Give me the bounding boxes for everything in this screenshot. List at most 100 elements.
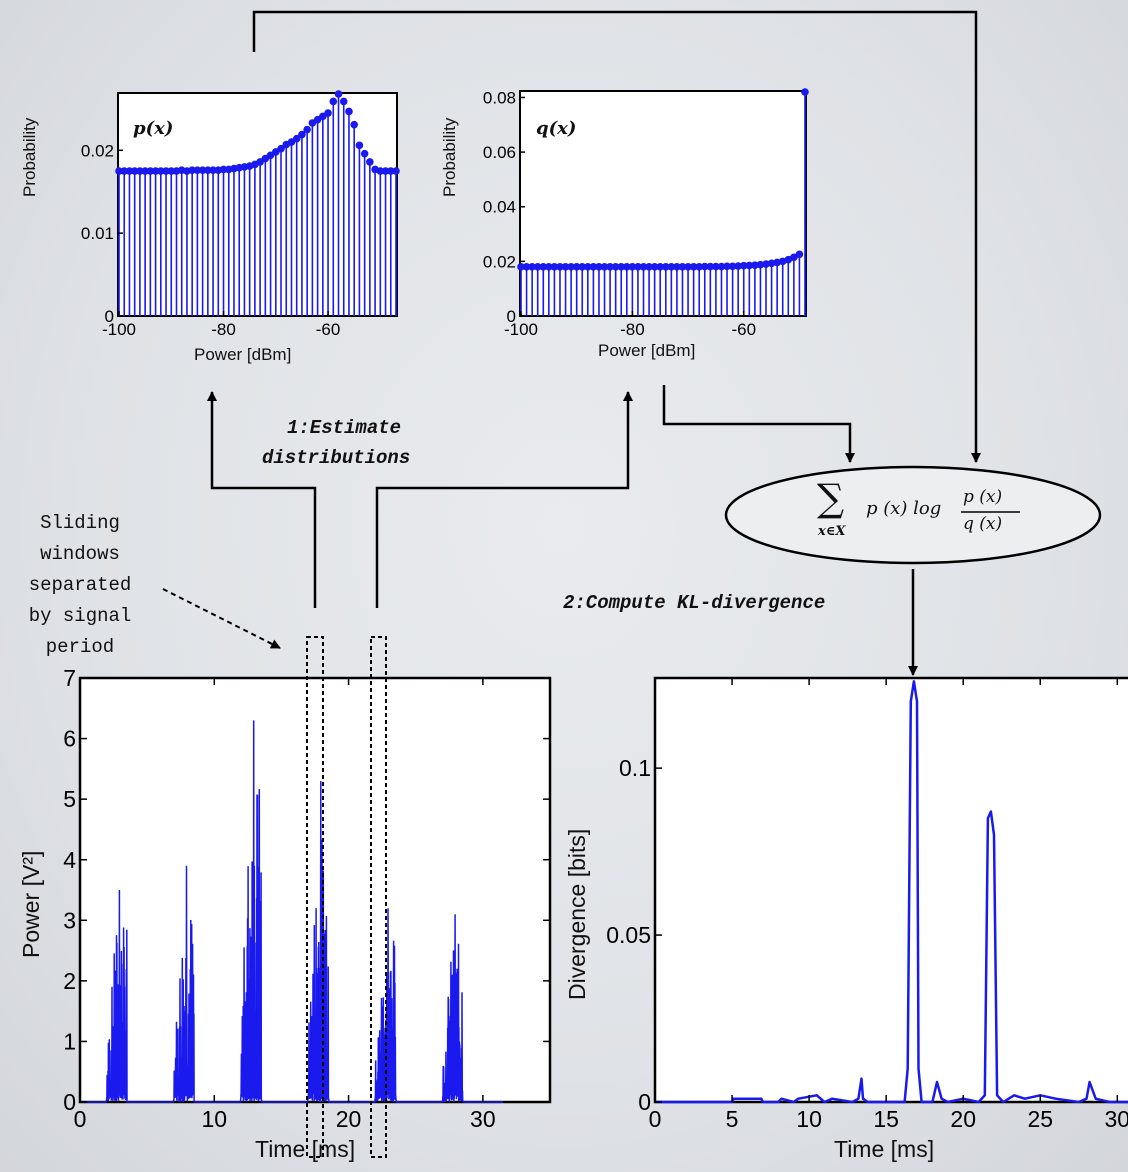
stem-marker bbox=[728, 262, 737, 271]
q-dist-series-label: q(x) bbox=[536, 118, 577, 139]
x-tick-label: 20 bbox=[950, 1106, 976, 1132]
stem-marker bbox=[193, 166, 202, 175]
stem-marker bbox=[684, 263, 692, 271]
stem-marker bbox=[517, 263, 525, 271]
y-tick-label: 0.02 bbox=[81, 141, 114, 160]
stem-marker bbox=[528, 263, 536, 271]
stem-marker bbox=[751, 261, 759, 269]
stem-marker bbox=[595, 263, 603, 271]
stem-marker bbox=[561, 263, 570, 271]
stem-marker bbox=[345, 107, 353, 116]
stem-marker bbox=[204, 166, 212, 175]
stem-marker bbox=[360, 149, 369, 158]
window-box-1 bbox=[306, 636, 324, 1158]
stem-marker bbox=[617, 263, 626, 271]
stem-marker bbox=[167, 167, 176, 175]
y-tick-label: 0 bbox=[63, 1089, 76, 1115]
divergence-line bbox=[655, 680, 1128, 1104]
stem-marker bbox=[303, 125, 311, 134]
q-dist-xticks: -100 -80 -60 bbox=[504, 311, 756, 339]
stem-marker bbox=[162, 167, 170, 175]
x-tick-label: 25 bbox=[1027, 1106, 1053, 1132]
x-tick-label: -100 bbox=[102, 320, 136, 339]
stem-marker bbox=[606, 263, 614, 271]
arrow-to-p-dist bbox=[207, 391, 317, 608]
stem-marker bbox=[533, 263, 542, 271]
x-tick-label: 20 bbox=[336, 1106, 362, 1132]
stem-marker bbox=[790, 253, 798, 262]
stem-marker bbox=[545, 263, 553, 271]
p-dist-ylabel: Probability bbox=[20, 117, 39, 197]
x-tick-label: 15 bbox=[873, 1106, 899, 1132]
stem-marker bbox=[157, 167, 165, 175]
stem-marker bbox=[120, 167, 129, 175]
stem-marker bbox=[578, 263, 587, 271]
stem-marker bbox=[550, 263, 559, 271]
stem-marker bbox=[355, 141, 364, 150]
stem-marker bbox=[381, 167, 390, 175]
stem-marker bbox=[739, 261, 748, 270]
stem-marker bbox=[695, 263, 703, 271]
x-tick-label: 10 bbox=[796, 1106, 822, 1132]
p-dist-yticks: 0 0.01 0.02 bbox=[81, 141, 123, 326]
x-tick-label: 0 bbox=[74, 1106, 87, 1132]
divergence-frame bbox=[653, 676, 1128, 1104]
stem-marker bbox=[795, 250, 804, 259]
stem-marker bbox=[556, 263, 564, 271]
y-tick-label: 0.01 bbox=[81, 224, 114, 243]
stem-marker bbox=[712, 262, 720, 271]
signal-series bbox=[80, 720, 503, 1103]
step2-label: 2:Compute KL-divergence bbox=[563, 592, 826, 614]
stem-marker bbox=[678, 263, 687, 271]
p-dist-stems bbox=[115, 90, 400, 316]
stem-marker bbox=[141, 167, 149, 175]
y-tick-label: 0 bbox=[507, 307, 516, 326]
y-tick-label: 4 bbox=[63, 847, 76, 873]
formula-denominator: q (x) bbox=[963, 514, 1003, 534]
x-tick-label: 30 bbox=[1105, 1106, 1128, 1132]
stem-marker bbox=[539, 263, 548, 271]
stem-marker bbox=[656, 263, 665, 271]
y-tick-label: 5 bbox=[63, 786, 76, 812]
divergence-xlabel: Time [ms] bbox=[834, 1136, 935, 1162]
signal-chart: 0 1 2 3 4 5 6 7 0 10 20 30 bbox=[63, 636, 552, 1158]
divergence-yticks: 0 0.05 0.1 bbox=[606, 755, 662, 1115]
stem-marker bbox=[324, 109, 332, 117]
stem-marker bbox=[762, 260, 770, 268]
formula-term: p (x) log bbox=[866, 498, 942, 519]
stem-marker bbox=[745, 261, 754, 270]
stem-marker bbox=[645, 263, 653, 271]
x-tick-label: 10 bbox=[201, 1106, 227, 1132]
x-tick-label: 30 bbox=[470, 1106, 496, 1132]
stem-marker bbox=[334, 90, 343, 98]
stem-marker bbox=[292, 134, 301, 143]
stem-marker bbox=[706, 262, 715, 271]
y-tick-label: 6 bbox=[63, 726, 76, 752]
y-tick-label: 0 bbox=[105, 307, 114, 326]
stem-marker bbox=[628, 263, 637, 271]
y-tick-label: 0.04 bbox=[483, 198, 516, 217]
stem-marker bbox=[567, 263, 575, 271]
x-tick-label: 5 bbox=[726, 1106, 739, 1132]
stem-marker bbox=[329, 97, 338, 106]
stem-marker bbox=[136, 167, 144, 175]
q-dist-yticks: 0 0.02 0.04 0.06 0.08 bbox=[483, 88, 525, 326]
stem-marker bbox=[801, 88, 809, 96]
stem-marker bbox=[277, 144, 285, 153]
stem-marker bbox=[589, 263, 598, 271]
stem-marker bbox=[723, 262, 731, 271]
divergence-ylabel: Divergence [bits] bbox=[564, 828, 590, 1000]
window-box-2 bbox=[370, 636, 387, 1158]
q-dist-stems bbox=[517, 88, 809, 316]
stem-marker bbox=[767, 259, 776, 268]
y-tick-label: 0.08 bbox=[483, 88, 516, 107]
signal-xticks: 0 10 20 30 bbox=[74, 678, 496, 1132]
stem-marker bbox=[634, 263, 642, 271]
signal-line bbox=[80, 720, 503, 1103]
q-dist-chart: 0 0.02 0.04 0.06 0.08 -100 -80 -60 bbox=[483, 88, 809, 339]
stem-marker bbox=[188, 166, 196, 175]
stem-marker bbox=[522, 263, 531, 271]
p-dist-xlabel: Power [dBm] bbox=[194, 345, 292, 364]
stem-marker bbox=[572, 263, 581, 271]
